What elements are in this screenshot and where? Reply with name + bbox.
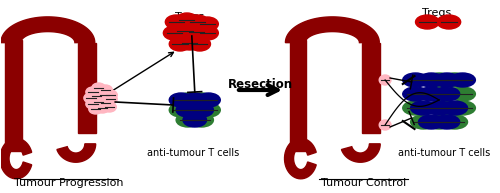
Ellipse shape [379, 75, 391, 85]
Ellipse shape [98, 90, 112, 100]
Ellipse shape [170, 93, 193, 107]
Ellipse shape [170, 103, 193, 117]
Ellipse shape [418, 115, 444, 129]
Ellipse shape [166, 15, 187, 29]
Ellipse shape [186, 25, 208, 39]
Polygon shape [286, 17, 380, 43]
Ellipse shape [98, 98, 112, 108]
Ellipse shape [434, 73, 460, 87]
Ellipse shape [96, 103, 110, 113]
Ellipse shape [403, 73, 428, 87]
Ellipse shape [450, 101, 475, 115]
Ellipse shape [437, 15, 460, 29]
Ellipse shape [196, 93, 220, 107]
Text: Tumour Control: Tumour Control [321, 178, 406, 188]
Ellipse shape [164, 26, 185, 40]
Ellipse shape [86, 87, 100, 97]
Ellipse shape [179, 36, 201, 50]
Ellipse shape [450, 87, 475, 101]
Ellipse shape [426, 115, 452, 129]
Ellipse shape [98, 85, 112, 95]
Ellipse shape [426, 73, 452, 87]
Ellipse shape [434, 115, 460, 129]
Polygon shape [78, 43, 96, 133]
Ellipse shape [104, 90, 118, 100]
Ellipse shape [196, 26, 218, 40]
Polygon shape [57, 144, 96, 162]
Ellipse shape [90, 91, 104, 101]
Ellipse shape [176, 13, 198, 27]
Ellipse shape [434, 101, 460, 115]
Ellipse shape [442, 73, 468, 87]
Ellipse shape [104, 94, 118, 104]
Polygon shape [0, 138, 32, 179]
Ellipse shape [190, 93, 214, 107]
Ellipse shape [190, 103, 214, 117]
Ellipse shape [196, 103, 220, 117]
Ellipse shape [174, 24, 196, 38]
Ellipse shape [183, 113, 206, 127]
Polygon shape [342, 144, 380, 162]
Text: anti-tumour T cells: anti-tumour T cells [146, 148, 239, 158]
Ellipse shape [92, 97, 106, 107]
Ellipse shape [187, 15, 208, 29]
Text: Resection: Resection [228, 78, 293, 91]
Polygon shape [290, 40, 306, 151]
Ellipse shape [418, 87, 444, 101]
Ellipse shape [183, 93, 206, 107]
Ellipse shape [176, 103, 200, 117]
Ellipse shape [450, 73, 475, 87]
Ellipse shape [403, 101, 428, 115]
Ellipse shape [92, 83, 106, 93]
Polygon shape [284, 138, 316, 179]
Ellipse shape [410, 115, 436, 129]
Ellipse shape [89, 104, 102, 114]
Ellipse shape [176, 93, 200, 107]
Ellipse shape [189, 37, 210, 51]
Ellipse shape [426, 87, 452, 101]
Ellipse shape [170, 37, 191, 51]
Text: Tumour Progression: Tumour Progression [14, 178, 124, 188]
Ellipse shape [434, 87, 460, 101]
Ellipse shape [403, 87, 428, 101]
Ellipse shape [418, 73, 444, 87]
Ellipse shape [442, 115, 468, 129]
Ellipse shape [426, 101, 452, 115]
Ellipse shape [196, 17, 218, 31]
Text: Tregs: Tregs [422, 8, 452, 18]
Ellipse shape [84, 93, 98, 103]
Polygon shape [1, 17, 95, 43]
Ellipse shape [442, 101, 468, 115]
Polygon shape [6, 40, 22, 151]
Ellipse shape [86, 99, 100, 109]
Ellipse shape [416, 15, 439, 29]
Ellipse shape [410, 101, 436, 115]
Text: Tregs: Tregs [175, 12, 204, 22]
Polygon shape [362, 43, 380, 133]
Text: anti-tumour T cells: anti-tumour T cells [398, 148, 490, 158]
Ellipse shape [176, 113, 200, 127]
Ellipse shape [379, 120, 391, 130]
Ellipse shape [102, 102, 117, 112]
Ellipse shape [190, 113, 214, 127]
